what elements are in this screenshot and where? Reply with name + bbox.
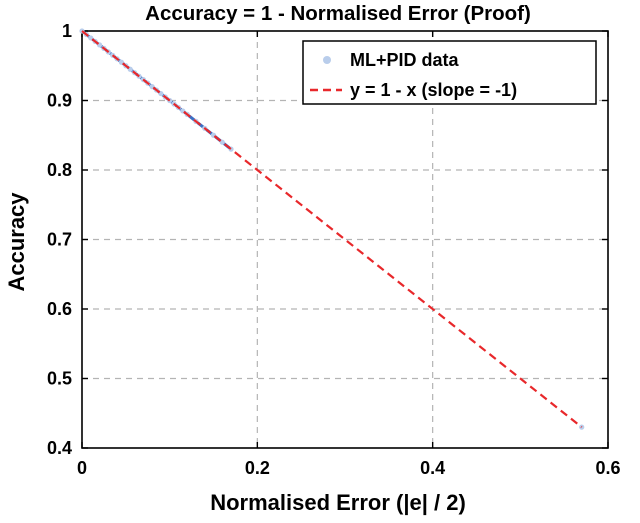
legend-marker-ml-pid bbox=[323, 56, 331, 64]
y-tick-label: 0.8 bbox=[47, 160, 72, 180]
y-tick-label: 0.4 bbox=[47, 438, 72, 458]
y-axis-label: Accuracy bbox=[4, 192, 29, 292]
x-tick-label: 0.6 bbox=[595, 458, 620, 478]
chart-title: Accuracy = 1 - Normalised Error (Proof) bbox=[145, 2, 531, 25]
x-tick-labels: 0 0.2 0.4 0.6 bbox=[77, 458, 621, 478]
y-tick-label: 1 bbox=[62, 21, 72, 41]
legend-label-fit-line: y = 1 - x (slope = -1) bbox=[350, 80, 517, 100]
y-tick-label: 0.9 bbox=[47, 91, 72, 111]
x-tick-label: 0 bbox=[77, 458, 87, 478]
y-tick-labels: 0.4 0.5 0.6 0.7 0.8 0.9 1 bbox=[47, 21, 72, 458]
y-tick-label: 0.5 bbox=[47, 369, 72, 389]
axes bbox=[81, 30, 609, 449]
legend: ML+PID data y = 1 - x (slope = -1) bbox=[302, 40, 597, 105]
y-tick-label: 0.7 bbox=[47, 230, 72, 250]
y-tick-label: 0.6 bbox=[47, 299, 72, 319]
fit-line bbox=[81, 30, 583, 429]
data-point bbox=[579, 424, 585, 430]
data-points bbox=[79, 28, 585, 430]
legend-box bbox=[302, 40, 597, 105]
data-point bbox=[219, 139, 225, 145]
legend-label-ml-pid: ML+PID data bbox=[350, 50, 460, 70]
x-axis-label: Normalised Error (|e| / 2) bbox=[210, 490, 466, 515]
x-tick-label: 0.4 bbox=[420, 458, 445, 478]
x-tick-label: 0.2 bbox=[245, 458, 270, 478]
